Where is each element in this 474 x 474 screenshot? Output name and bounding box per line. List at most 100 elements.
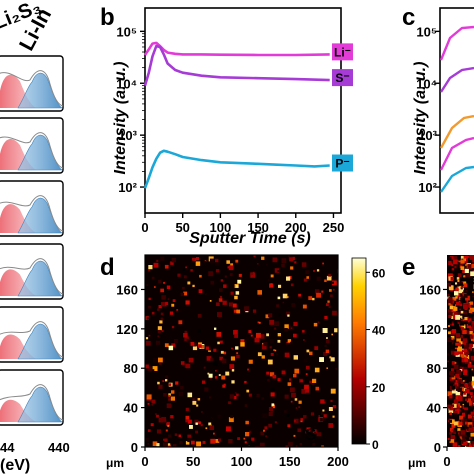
heat-pixel: [284, 394, 289, 399]
heat-pixel: [156, 259, 159, 262]
heat-pixel: [447, 353, 450, 356]
heat-pixel: [157, 312, 159, 314]
heat-pixel: [284, 352, 290, 358]
heat-pixel: [160, 317, 164, 321]
heat-pixel: [230, 291, 234, 295]
heat-pixel: [203, 261, 206, 264]
heat-pixel: [284, 328, 288, 332]
heat-pixel: [465, 442, 470, 447]
heat-pixel: [185, 363, 191, 369]
heat-pixel: [450, 315, 455, 319]
heat-pixel: [156, 443, 160, 447]
heat-pixel: [447, 337, 452, 342]
heat-pixel: [184, 336, 190, 342]
spectrum-frame: [0, 306, 64, 363]
heat-pixel: [466, 323, 471, 329]
heat-pixel: [470, 404, 473, 407]
heat-pixel: [463, 283, 468, 288]
heat-pixel: [148, 334, 151, 337]
heat-pixel: [449, 378, 455, 384]
heat-pixel: [146, 317, 149, 320]
series-tag: [332, 43, 353, 61]
heat-pixel: [192, 345, 198, 351]
heat-pixel: [233, 308, 238, 313]
heat-pixel: [146, 394, 152, 400]
heat-pixel: [246, 389, 250, 393]
heat-pixel: [198, 289, 203, 293]
heat-pixel: [287, 314, 290, 317]
heat-pixel: [294, 420, 296, 422]
heat-pixel: [218, 438, 221, 442]
heat-pixel: [324, 279, 327, 282]
heat-pixel: [171, 325, 175, 329]
heat-pixel: [451, 385, 456, 390]
heat-pixel: [472, 417, 474, 421]
heat-pixel: [330, 396, 333, 399]
heat-pixel: [462, 418, 467, 423]
heat-pixel: [461, 324, 466, 329]
colorbar-tick-label: 20: [372, 381, 386, 395]
heat-pixel: [147, 366, 153, 372]
envelope-fit: [0, 321, 64, 358]
y-tick-label: 80: [427, 361, 441, 376]
heat-pixel: [451, 264, 454, 267]
y-tick-label: 10²: [418, 180, 437, 195]
li-in-peak: [17, 72, 63, 109]
heat-pixel: [282, 293, 288, 299]
heat-pixel: [215, 369, 217, 372]
heat-pixel: [316, 292, 321, 298]
heat-pixel: [457, 286, 461, 290]
heat-pixel: [328, 305, 331, 308]
heat-pixel: [465, 255, 469, 259]
heat-pixel: [291, 303, 296, 308]
heat-pixel: [167, 424, 170, 427]
heat-pixel: [209, 396, 212, 399]
heat-pixel: [192, 284, 195, 288]
heat-pixel: [451, 329, 457, 334]
heat-pixel: [148, 269, 151, 272]
heat-pixel: [326, 303, 329, 306]
li-in-peak: [17, 260, 63, 297]
heat-pixel: [215, 258, 219, 263]
heat-pixel: [277, 296, 281, 300]
heat-pixel: [171, 390, 175, 394]
spectrum-frame: [0, 243, 64, 300]
heat-pixel: [210, 280, 215, 285]
heat-pixel: [463, 289, 467, 294]
heat-pixel: [234, 260, 236, 262]
heat-pixel: [161, 329, 164, 332]
heat-pixel: [227, 266, 230, 269]
heat-pixel: [208, 373, 213, 378]
panel-e: e 0 40 80 120 160 0 μm: [402, 254, 474, 470]
heat-pixel: [453, 421, 458, 426]
heat-pixel: [152, 369, 155, 371]
heat-pixel: [463, 258, 466, 262]
heat-pixel: [269, 283, 274, 288]
heat-pixel: [228, 302, 233, 307]
heat-pixel: [270, 387, 275, 392]
heat-pixel: [462, 380, 465, 382]
heat-pixel: [290, 283, 294, 287]
heat-pixel: [464, 352, 466, 354]
heat-pixel: [290, 341, 294, 345]
heat-pixel: [448, 312, 453, 317]
heatmap-e: [447, 255, 474, 447]
heat-pixel: [190, 269, 193, 272]
heat-pixel: [253, 255, 256, 258]
heat-pixel: [256, 394, 260, 398]
heat-pixel: [465, 290, 468, 292]
heat-pixel: [469, 361, 472, 364]
heat-pixel: [254, 337, 260, 343]
heat-pixel: [284, 410, 287, 413]
y-tick-label: 0: [131, 440, 138, 455]
heat-pixel: [462, 318, 465, 322]
heat-pixel: [145, 340, 151, 346]
heat-pixel: [452, 442, 458, 447]
heat-pixel: [462, 329, 467, 335]
series-line: [143, 44, 330, 86]
heat-pixel: [235, 285, 239, 288]
li-in-peak: [17, 386, 63, 423]
heat-pixel: [468, 349, 471, 352]
heat-pixel: [167, 444, 172, 447]
